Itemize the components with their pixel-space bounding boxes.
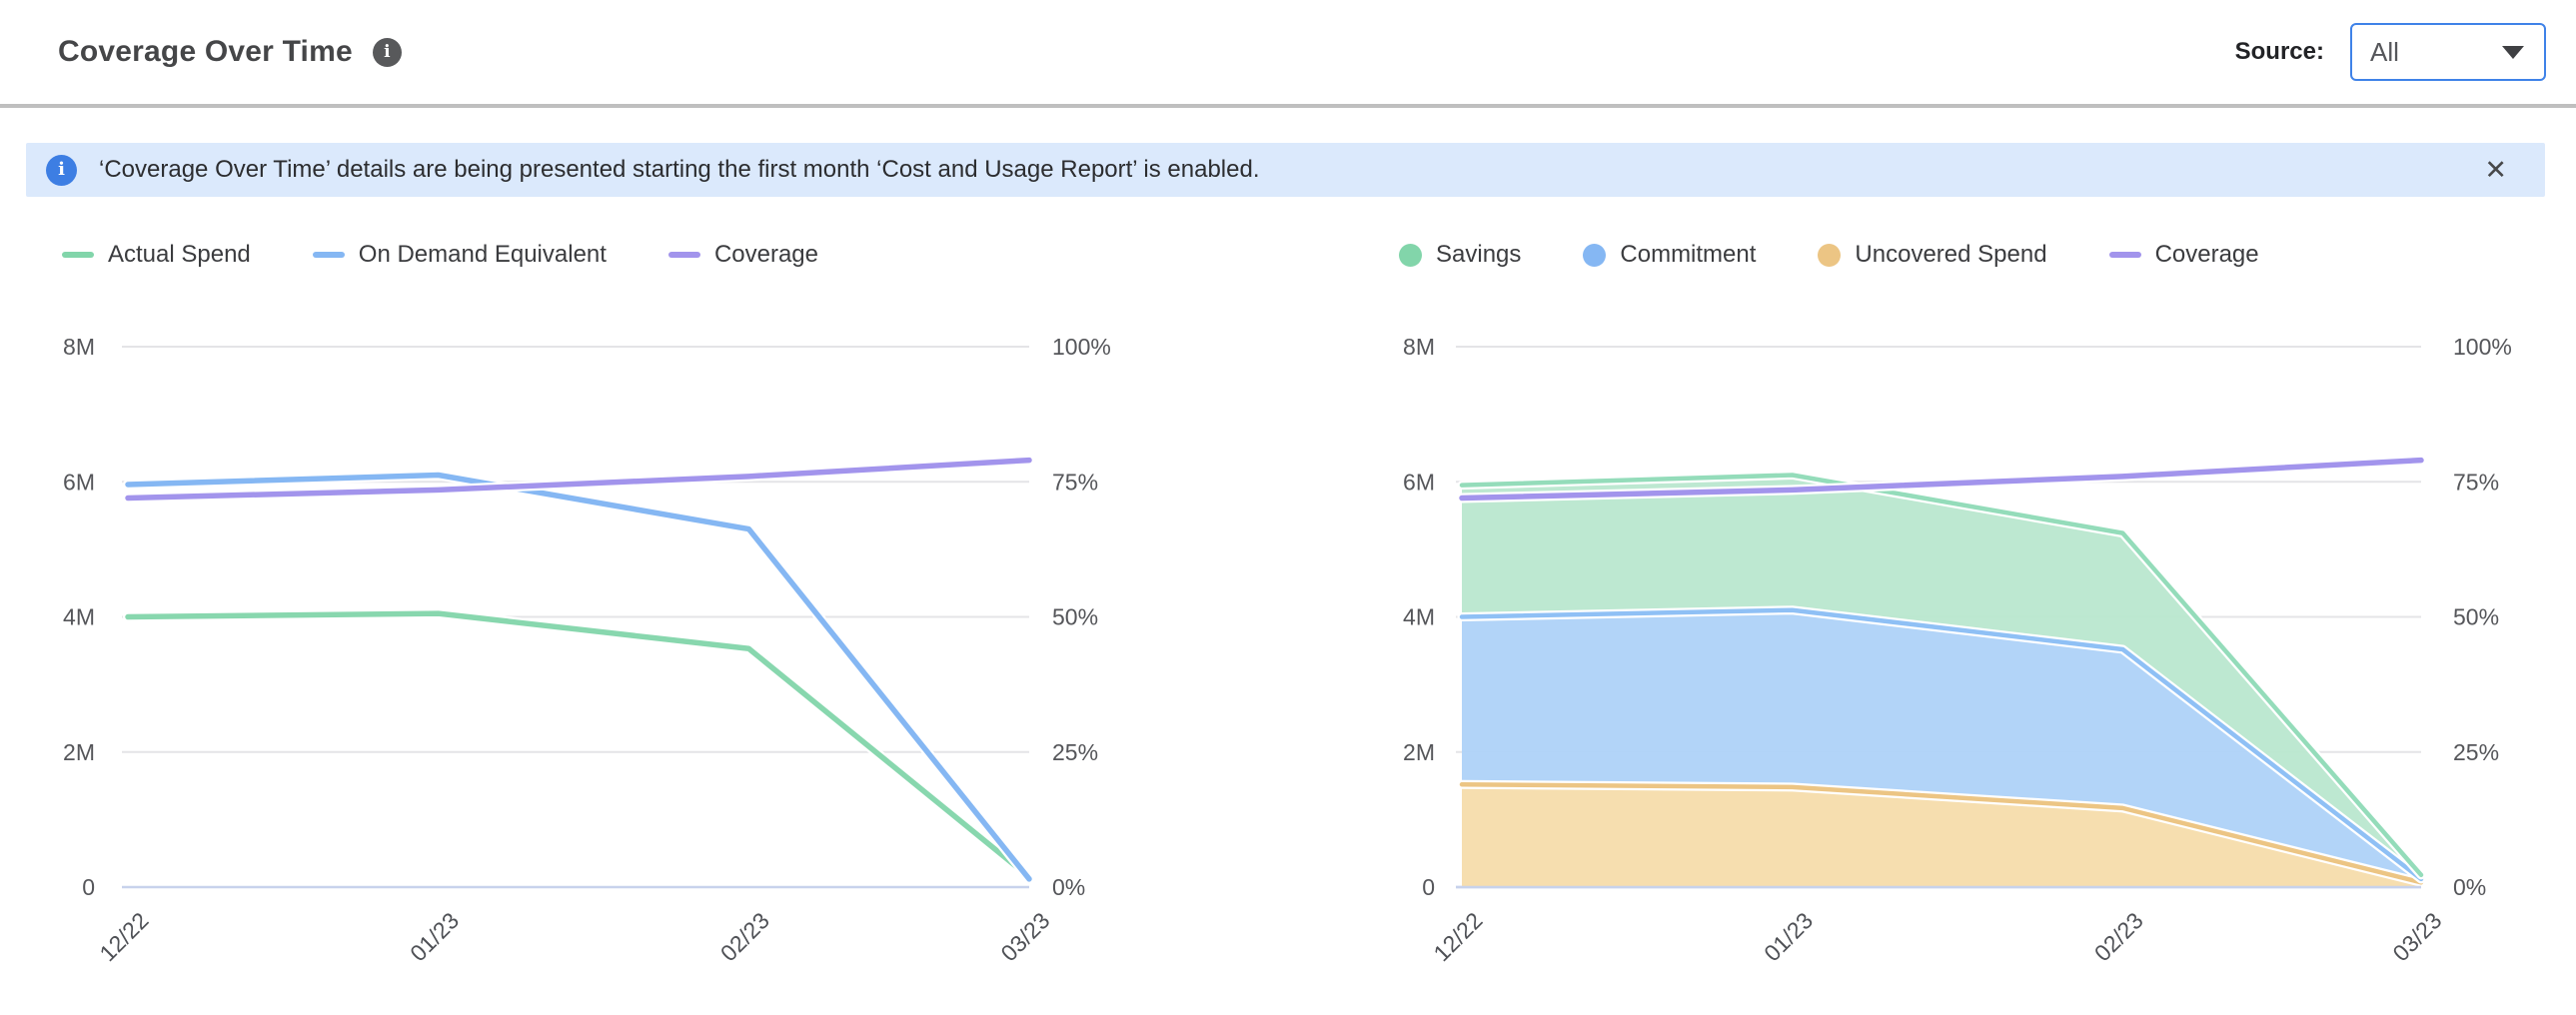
spend-lines-plot: 8M 6M 4M 2M 0 100% 75% 50% 25% 0% 12/22 01/23 02/23 0… [63,334,1111,966]
source-dropdown[interactable]: All [2350,23,2546,81]
y-right-tick: 50% [2453,604,2499,630]
info-banner: i ‘Coverage Over Time’ details are being… [26,143,2545,197]
chevron-down-icon [2502,45,2524,59]
commitment-area [1462,609,2421,883]
y-left-tick: 2M [63,739,95,765]
x-tick: 03/23 [995,907,1054,966]
x-tick: 01/23 [405,907,464,966]
x-tick: 02/23 [2089,907,2148,966]
uncovered-spend-edge [1459,781,2424,885]
x-tick: 12/22 [94,907,153,966]
y-left-tick: 0 [1422,874,1435,900]
legend-item-savings[interactable]: Savings [1399,241,1521,269]
x-tick: 03/23 [2387,907,2446,966]
legend-item-on-demand-equivalent[interactable]: On Demand Equivalent [312,241,607,269]
y-left-tick: 6M [63,469,95,495]
legend-label: Coverage [2154,241,2259,268]
page-title: Coverage Over Time [58,35,353,68]
on-demand-equivalent-line [125,472,1032,882]
source-label: Source: [2234,38,2324,65]
header-divider [0,104,2576,108]
coverage-line [125,457,1032,502]
x-tick: 02/23 [715,907,774,966]
legend-item-uncovered-spend[interactable]: Uncovered Spend [1818,241,2047,269]
legend: Savings Commitment Uncovered Spend Coverage [1399,241,2259,269]
banner-info-icon: i [46,154,77,186]
close-icon[interactable]: ✕ [2484,154,2507,185]
uncovered-spend-swatch-icon [1818,243,1842,267]
savings-swatch-icon [1399,243,1422,267]
legend-label: On Demand Equivalent [358,241,607,268]
legend-item-coverage[interactable]: Coverage [2108,241,2259,269]
legend-item-coverage[interactable]: Coverage [667,241,818,269]
x-tick: 01/23 [1759,907,1818,966]
coverage-swatch-icon [667,252,700,258]
y-right-tick: 25% [2453,739,2499,765]
y-left-tick: 0 [82,874,95,900]
actual-spend-line [125,610,1032,880]
y-left-tick: 8M [1403,334,1435,360]
x-tick: 12/22 [1428,907,1487,966]
header-title-group: Coverage Over Time i [58,35,402,69]
info-icon[interactable]: i [372,37,402,67]
y-right-tick: 50% [1052,604,1098,630]
actual-spend-swatch-icon [62,252,94,258]
legend-item-actual-spend[interactable]: Actual Spend [62,241,251,269]
savings-area [1462,475,2421,879]
commitment-swatch-icon [1583,243,1607,267]
y-right-tick: 100% [1052,334,1111,360]
header: Coverage Over Time i Source: All [0,0,2576,104]
y-right-tick: 0% [2453,874,2486,900]
y-left-tick: 6M [1403,469,1435,495]
y-left-tick: 4M [1403,604,1435,630]
stacked-coverage-chart: Savings Commitment Uncovered Spend Coverage… [1288,225,2576,1014]
on-demand-equivalent-swatch-icon [312,252,345,258]
source-dropdown-value: All [2370,36,2399,67]
savings-edge [1459,473,2424,878]
y-left-tick: 8M [63,334,95,360]
spend-lines-chart: Actual Spend On Demand Equivalent Coverage… [0,225,1288,1014]
stacked-coverage-plot: 8M 6M 4M 2M 0 100% 75% 50% 25% 0% 12/22 01/23 02/23 0… [1403,334,2512,966]
y-left-tick: 4M [63,604,95,630]
legend-label: Commitment [1620,241,1757,268]
legend: Actual Spend On Demand Equivalent Coverage [62,241,818,269]
source-control: Source: All [2235,23,2546,81]
legend-label: Uncovered Spend [1855,241,2047,268]
charts-row: Actual Spend On Demand Equivalent Coverage… [0,225,2576,1014]
y-right-tick: 75% [2453,469,2499,495]
y-right-tick: 0% [1052,874,1085,900]
legend-label: Savings [1436,241,1522,268]
coverage-line [1459,457,2424,502]
y-left-tick: 2M [1403,739,1435,765]
uncovered-spend-area [1462,784,2421,887]
commitment-edge [1459,607,2424,882]
coverage-swatch-icon [2108,252,2141,258]
legend-label: Actual Spend [108,241,251,268]
banner-text: ‘Coverage Over Time’ details are being p… [99,156,1260,183]
y-right-tick: 75% [1052,469,1098,495]
legend-item-commitment[interactable]: Commitment [1583,241,1756,269]
y-right-tick: 100% [2453,334,2512,360]
y-right-tick: 25% [1052,739,1098,765]
legend-label: Coverage [713,241,818,268]
